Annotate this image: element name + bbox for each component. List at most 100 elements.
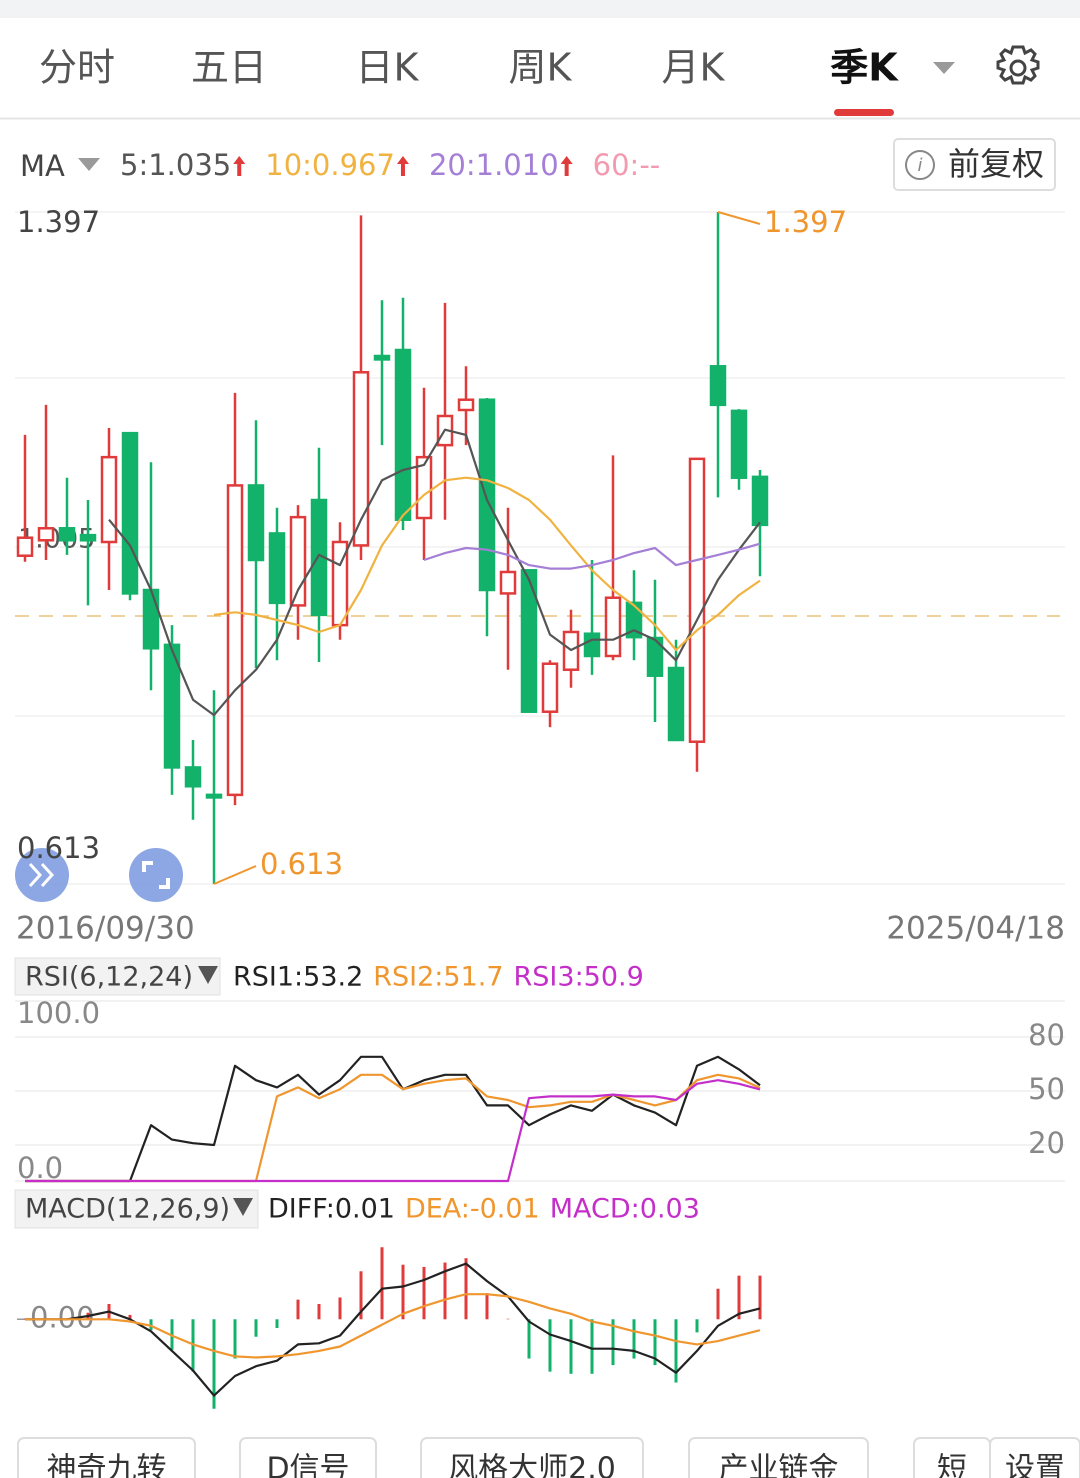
fullscreen-icon xyxy=(142,861,170,889)
candle-body xyxy=(226,484,244,797)
candle-body xyxy=(163,643,181,769)
candle-body xyxy=(646,636,664,677)
macd-line xyxy=(25,1262,761,1397)
ma-legend-item: 10:0.967 xyxy=(265,148,395,182)
macd-legend-item: DIFF:0.01 xyxy=(268,1194,395,1225)
up-arrow xyxy=(396,156,409,176)
ma-title: MA xyxy=(20,149,65,183)
candle-body xyxy=(583,632,601,658)
tab-dropdown[interactable] xyxy=(933,62,955,74)
rsi-legend-item: RSI1:53.2 xyxy=(233,962,363,993)
candle-body xyxy=(16,536,34,557)
bottom-button[interactable] xyxy=(239,1437,377,1478)
candle-body xyxy=(247,484,265,562)
tab[interactable]: 季K xyxy=(830,46,899,90)
rsi-dropdown[interactable] xyxy=(198,966,218,984)
x-tick-label: 2016/09/30 xyxy=(16,911,195,947)
rsi-legend-item: RSI3:50.9 xyxy=(514,962,644,993)
candle-body xyxy=(457,398,475,412)
candle-body xyxy=(121,431,139,595)
tab[interactable]: 分时 xyxy=(39,46,115,90)
candle-body xyxy=(709,365,727,407)
ma-line xyxy=(108,428,761,717)
candle-body xyxy=(541,662,559,713)
macd-line xyxy=(25,1293,761,1359)
rsi-line xyxy=(25,1079,761,1183)
candle-body xyxy=(667,666,685,742)
bottom-button[interactable] xyxy=(688,1437,869,1478)
candle-body xyxy=(100,455,118,544)
ma-line xyxy=(423,542,761,570)
candle-body xyxy=(37,527,55,542)
tab-indicator xyxy=(834,109,894,116)
rsi-legend-item: RSI2:51.7 xyxy=(373,962,503,993)
bottom-button-label[interactable]: 设置 xyxy=(1005,1452,1065,1478)
min-annotation: 0.613 xyxy=(260,847,343,881)
bottom-button-label[interactable]: D信号 xyxy=(266,1452,349,1478)
adjust-button[interactable] xyxy=(893,138,1056,191)
bottom-button-label[interactable]: 风格大师2.0 xyxy=(448,1452,616,1478)
y-tick-label: 1.397 xyxy=(17,205,100,239)
info-icon xyxy=(905,150,935,180)
bottom-button[interactable] xyxy=(17,1437,196,1478)
bottom-button[interactable] xyxy=(989,1437,1080,1478)
ma-legend-item: 60:-- xyxy=(593,148,661,182)
candle-body xyxy=(79,533,97,542)
macd-legend-item: DEA:-0.01 xyxy=(405,1194,540,1225)
candle-body xyxy=(268,532,286,605)
rsi-line xyxy=(25,1055,761,1183)
tab[interactable]: 周K xyxy=(509,46,573,90)
expand-icon xyxy=(28,862,55,888)
up-arrow xyxy=(233,156,246,176)
fullscreen-button[interactable] xyxy=(129,848,183,902)
candle-body xyxy=(625,601,643,639)
candle-body xyxy=(58,527,76,542)
max-pointer xyxy=(717,211,761,225)
y2-tick-label: 20 xyxy=(1028,1126,1065,1160)
bottom-button-label[interactable]: 短 xyxy=(937,1452,967,1478)
status-bar xyxy=(0,0,1080,18)
macd-dropdown[interactable] xyxy=(233,1198,253,1216)
candle-body xyxy=(499,570,517,595)
ma-legend-item: 20:1.010 xyxy=(429,148,559,182)
settings-icon[interactable] xyxy=(996,45,1040,85)
x-tick-label: 2025/04/18 xyxy=(886,911,1065,947)
candle-body xyxy=(520,569,538,713)
candle-body xyxy=(415,455,433,520)
adjust-label[interactable]: 前复权 xyxy=(948,145,1044,183)
ma-line xyxy=(213,476,761,652)
y2-tick-label: 50 xyxy=(1028,1072,1065,1106)
candle-body xyxy=(352,371,370,547)
max-annotation: 1.397 xyxy=(764,205,847,239)
info-icon-glyph: i xyxy=(917,155,922,176)
ma-dropdown[interactable] xyxy=(78,158,100,171)
ma-legend-item: 5:1.035 xyxy=(120,148,231,182)
rsi-title[interactable]: RSI(6,12,24) xyxy=(25,962,193,993)
candle-body xyxy=(478,398,496,592)
up-arrow xyxy=(560,156,573,176)
bottom-button-label[interactable]: 神奇九转 xyxy=(47,1452,167,1478)
y-tick-label: 0.613 xyxy=(17,831,100,865)
candle-body xyxy=(604,596,622,658)
candle-body xyxy=(394,348,412,521)
min-pointer xyxy=(213,865,257,885)
macd-legend-item: MACD:0.03 xyxy=(550,1194,700,1225)
y2-tick-label: 80 xyxy=(1028,1018,1065,1052)
candle-body xyxy=(688,457,706,743)
rsi-selector[interactable] xyxy=(14,957,221,996)
tab[interactable]: 五日 xyxy=(191,46,267,90)
bottom-button-label[interactable]: 产业链金 xyxy=(719,1452,839,1478)
macd-title[interactable]: MACD(12,26,9) xyxy=(25,1194,230,1225)
main-grid xyxy=(15,211,1065,885)
candle-body xyxy=(205,793,223,799)
y-tick-label: 0.0 xyxy=(17,1151,63,1185)
tab[interactable]: 日K xyxy=(356,46,420,90)
candle-body xyxy=(184,766,202,788)
candle-body xyxy=(751,475,769,527)
macd-selector[interactable] xyxy=(14,1189,259,1229)
bottom-button[interactable] xyxy=(420,1437,644,1478)
candle-body xyxy=(730,409,748,479)
candle-body xyxy=(373,354,391,361)
tab[interactable]: 月K xyxy=(662,46,726,90)
